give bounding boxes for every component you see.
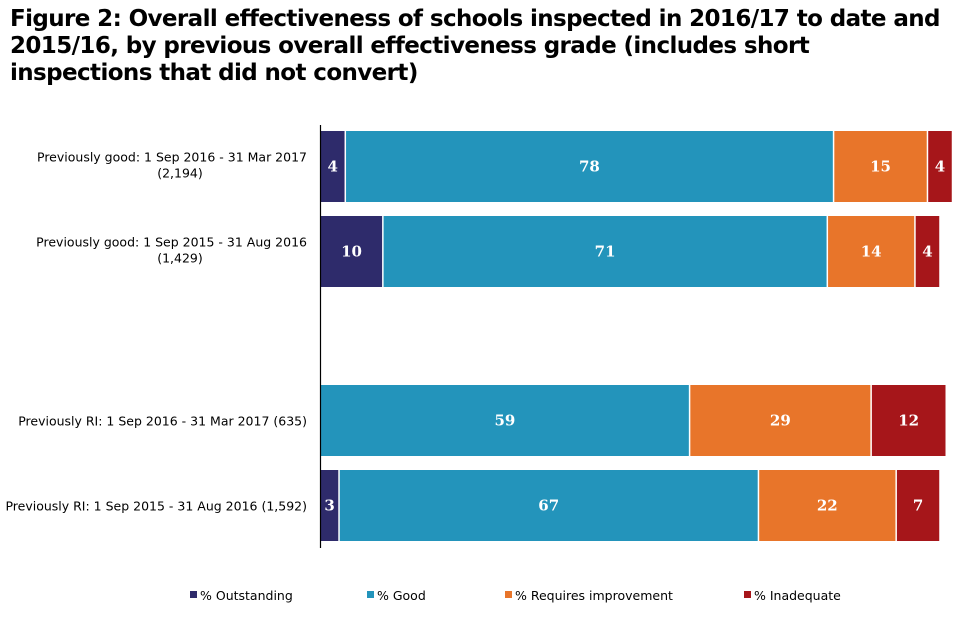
data-label: 71 [595, 243, 616, 261]
data-label: 10 [341, 243, 362, 261]
bar-segment-inadequate [915, 216, 940, 287]
data-label: 22 [817, 497, 838, 515]
category-label: Previously RI: 1 Sep 2015 - 31 Aug 2016 … [5, 499, 307, 514]
category-label: Previously good: 1 Sep 2016 - 31 Mar 201… [37, 150, 307, 165]
legend-swatch [505, 591, 512, 598]
legend-label: % Outstanding [200, 588, 293, 603]
legend-label: % Inadequate [754, 588, 841, 603]
bar-segment-outstanding [321, 216, 383, 287]
bar-segment-good [383, 216, 827, 287]
category-label: (2,194) [157, 166, 203, 181]
bar-segment-inadequate [928, 131, 952, 202]
data-label: 29 [770, 412, 791, 430]
data-label: 7 [913, 497, 923, 515]
bar-segment-good [339, 470, 758, 541]
legend-swatch [190, 591, 197, 598]
data-label: 78 [579, 158, 600, 176]
bar-segment-requires-improvement [759, 470, 896, 541]
data-label: 67 [538, 497, 559, 515]
legend: % Outstanding % Good % Requires improvemen… [190, 588, 841, 603]
data-label: 59 [494, 412, 515, 430]
bar-segment-inadequate [871, 385, 946, 456]
bar-segment-outstanding [321, 131, 345, 202]
bar-segment-good [321, 385, 689, 456]
bar-segment-inadequate [896, 470, 940, 541]
bar-segment-requires-improvement [834, 131, 927, 202]
data-label: 15 [870, 158, 891, 176]
legend-swatch [367, 591, 374, 598]
legend-swatch [744, 591, 751, 598]
data-label: 3 [324, 497, 334, 515]
category-labels: Previously good: 1 Sep 2016 - 31 Mar 201… [5, 150, 307, 514]
data-label: 14 [861, 243, 882, 261]
bar-segment-requires-improvement [690, 385, 871, 456]
data-label: 12 [898, 412, 919, 430]
data-label: 4 [922, 243, 932, 261]
category-label: Previously good: 1 Sep 2015 - 31 Aug 201… [36, 235, 307, 250]
data-label: 4 [328, 158, 338, 176]
legend-label: % Good [377, 588, 426, 603]
category-label: (1,429) [157, 251, 203, 266]
legend-label: % Requires improvement [515, 588, 673, 603]
chart-title: Figure 2: Overall effectiveness of schoo… [10, 6, 941, 86]
bar-segment-outstanding [321, 470, 339, 541]
data-label: 4 [935, 158, 945, 176]
category-label: Previously RI: 1 Sep 2016 - 31 Mar 2017 … [18, 414, 307, 429]
bar-segment-good [346, 131, 833, 202]
bar-segment-requires-improvement [828, 216, 915, 287]
bars-group: 4 78 15 4 10 71 14 4 59 29 12 3 67 22 7 [321, 131, 952, 541]
